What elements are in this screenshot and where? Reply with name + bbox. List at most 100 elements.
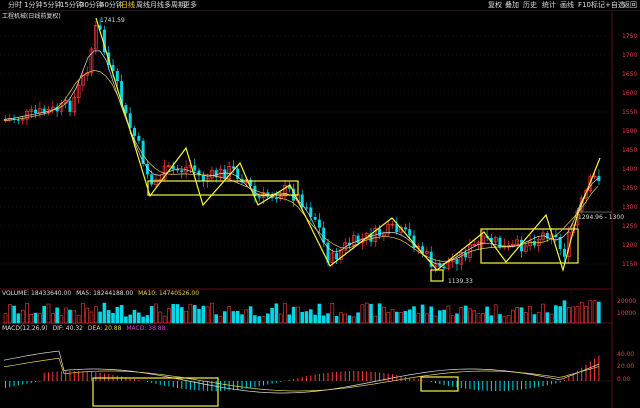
candle-body xyxy=(249,179,253,186)
volume-bar xyxy=(248,306,253,324)
dif-line xyxy=(3,350,600,394)
candle-body xyxy=(93,25,98,50)
tab-daily[interactable]: 日线 xyxy=(121,1,135,9)
low-marker-box xyxy=(430,269,444,282)
candle-body xyxy=(532,241,536,246)
tab-monthly[interactable]: 月线 xyxy=(150,1,164,9)
volume-bar xyxy=(493,304,498,324)
volume-legend: VOLUME: 18433640.00 MA5: 18244188.00 MA1… xyxy=(2,290,199,298)
volume-bar xyxy=(489,315,494,324)
tab-multi-period[interactable]: 多周期 xyxy=(164,1,185,9)
candle-body xyxy=(403,227,407,230)
statistics-button[interactable]: 统计 xyxy=(542,1,556,9)
volume-bar xyxy=(68,309,72,324)
candle-body xyxy=(68,100,72,112)
tab-weekly[interactable]: 周线 xyxy=(136,1,150,9)
volume-bars xyxy=(3,300,601,324)
volume-bar xyxy=(373,315,378,324)
candle-body xyxy=(442,266,446,269)
volume-bar xyxy=(437,310,442,324)
candle-body xyxy=(597,176,601,182)
svg-text:20000: 20000 xyxy=(617,298,636,305)
volume-bar xyxy=(369,303,373,324)
candle-body xyxy=(369,233,373,242)
volume-bar xyxy=(158,311,163,324)
svg-text:1550: 1550 xyxy=(622,109,637,116)
pattern-annotations xyxy=(95,17,612,282)
candle-body xyxy=(313,216,317,220)
volume-axis: 20000 10000 xyxy=(617,298,636,317)
volume-bar xyxy=(334,315,339,324)
volume-bar xyxy=(519,307,524,324)
volume-bar xyxy=(300,312,305,324)
volume-bar xyxy=(558,306,563,324)
volume-bar xyxy=(416,313,421,324)
volume-bar xyxy=(124,316,128,324)
volume-bar xyxy=(343,313,348,324)
tab-30min[interactable]: 30分钟 xyxy=(80,1,103,9)
candle-body xyxy=(167,165,171,167)
draw-line-button[interactable]: 画线 xyxy=(560,1,574,9)
tab-more[interactable]: 更多 xyxy=(183,1,197,9)
candle-body xyxy=(515,239,520,245)
tab-1min[interactable]: 1分钟 xyxy=(24,1,43,9)
candle-body xyxy=(455,259,459,265)
candle-body xyxy=(326,242,330,263)
high-price-label: 1741.59 xyxy=(100,17,125,24)
volume-bar xyxy=(115,306,120,324)
candle-body xyxy=(287,185,291,189)
candle-body xyxy=(180,170,184,173)
macd-axis: 40.00 20.00 0.00 xyxy=(617,351,634,383)
macd-legend: MACD(12,26,9) DIF: 40.32 DEA: 20.88 MACD… xyxy=(2,325,165,333)
candle-body xyxy=(330,252,335,263)
volume-bar xyxy=(253,315,257,324)
candle-body xyxy=(322,227,326,243)
candle-body xyxy=(412,235,416,248)
tab-minute[interactable]: 分时 xyxy=(8,1,22,9)
tab-60min[interactable]: 60分钟 xyxy=(100,1,123,9)
volume-bar xyxy=(377,303,382,324)
restore-rights-button[interactable]: 复权 xyxy=(488,1,502,9)
candle-body xyxy=(231,166,235,169)
volume-bar xyxy=(287,314,292,324)
candle-body xyxy=(257,196,261,198)
volume-bar xyxy=(29,314,34,324)
volume-bar xyxy=(223,311,227,324)
volume-bar xyxy=(46,303,51,324)
candle-body xyxy=(227,166,231,180)
mark-button[interactable]: 标记 xyxy=(591,1,605,9)
volume-bar xyxy=(89,311,94,324)
f10-button[interactable]: F10 xyxy=(578,1,591,9)
add-watchlist-button[interactable]: +自选 xyxy=(605,1,625,9)
volume-bar xyxy=(154,303,158,324)
ma5-line xyxy=(3,50,599,265)
volume-bar xyxy=(210,302,214,324)
candle-body xyxy=(520,239,523,252)
volume-bar xyxy=(549,313,554,324)
overlay-button[interactable]: 叠加 xyxy=(505,1,519,9)
history-button[interactable]: 历史 xyxy=(523,1,537,9)
volume-bar xyxy=(463,305,468,324)
last-price-label: 1294.96 - 1300 xyxy=(578,214,624,221)
candle-body xyxy=(433,262,438,268)
candle-body xyxy=(89,48,94,74)
candle-body xyxy=(236,168,240,179)
volume-bar xyxy=(351,316,356,324)
volume-bar xyxy=(3,313,8,324)
back-button[interactable]: 返回 xyxy=(623,1,637,9)
volume-bar xyxy=(536,311,541,324)
consolidation-box xyxy=(147,180,299,196)
volume-bar xyxy=(554,305,558,324)
tab-5min[interactable]: 5分钟 xyxy=(43,1,62,9)
volume-bar xyxy=(261,316,266,324)
volume-bar xyxy=(360,304,365,324)
volume-bar xyxy=(274,303,279,324)
volume-bar xyxy=(231,311,236,324)
tab-15min[interactable]: 15分钟 xyxy=(60,1,83,9)
candle-body xyxy=(421,246,425,254)
svg-text:10000: 10000 xyxy=(617,310,636,317)
volume-bar xyxy=(541,303,545,324)
volume-bar xyxy=(442,309,446,324)
volume-bar xyxy=(562,300,567,324)
